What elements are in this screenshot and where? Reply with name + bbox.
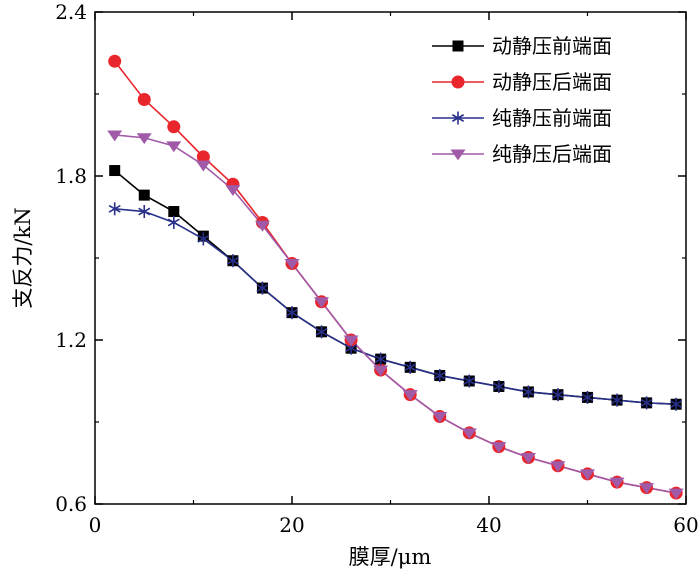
data-point	[461, 428, 477, 440]
data-point	[168, 206, 180, 218]
data-point	[109, 165, 121, 177]
data-point	[343, 335, 359, 347]
data-point	[670, 397, 683, 411]
axis-ticks: 0 20 40 60 0.6 1.2 1.8 2.4	[55, 0, 699, 537]
x-axis-label: 膜厚/μm	[349, 545, 432, 569]
x-tick-label: 20	[279, 513, 304, 537]
data-point	[314, 297, 330, 309]
data-point	[491, 442, 507, 453]
data-point	[256, 281, 269, 295]
data-point	[492, 379, 505, 393]
data-point	[196, 150, 210, 164]
data-point	[226, 254, 239, 268]
data-point	[197, 232, 210, 246]
data-point	[668, 488, 684, 500]
y-tick-label: 1.2	[55, 328, 87, 352]
legend-label: 纯静压后端面	[492, 142, 612, 166]
x-tick-label: 40	[476, 513, 501, 537]
data-point	[404, 360, 417, 374]
data-point	[108, 54, 122, 68]
data-point	[463, 374, 476, 388]
data-point	[609, 477, 625, 489]
data-point	[452, 40, 464, 52]
data-point	[315, 325, 328, 339]
y-tick-label: 1.8	[55, 164, 87, 188]
data-point	[522, 385, 535, 399]
data-point	[136, 133, 152, 145]
data-point	[167, 215, 180, 229]
data-point	[225, 185, 241, 197]
data-point	[373, 365, 389, 377]
data-point	[166, 141, 182, 153]
series-line	[114, 134, 677, 494]
x-tick-label: 0	[89, 513, 102, 537]
data-point	[285, 306, 299, 320]
legend-item: 动静压后端面	[432, 70, 612, 94]
legend-label: 纯静压前端面	[492, 106, 612, 130]
data-point	[550, 461, 566, 473]
data-point	[639, 483, 655, 494]
data-point	[581, 390, 594, 404]
legend-item: 纯静压前端面	[432, 106, 612, 130]
data-point	[167, 120, 181, 134]
data-point	[107, 130, 123, 142]
y-tick-label: 2.4	[55, 0, 87, 24]
data-point	[520, 453, 536, 464]
y-tick-label: 0.6	[55, 492, 87, 516]
legend-label: 动静压后端面	[492, 70, 612, 94]
data-point	[195, 160, 211, 172]
legend-item: 动静压前端面	[432, 34, 612, 58]
data-point	[551, 388, 564, 402]
data-point	[580, 469, 595, 481]
legend-item: 纯静压后端面	[432, 142, 612, 166]
data-point	[108, 202, 121, 216]
data-point	[254, 220, 270, 232]
legend-label: 动静压前端面	[492, 34, 612, 58]
series-line	[114, 169, 677, 406]
data-point	[402, 390, 418, 402]
data-point	[450, 149, 466, 161]
x-tick-label: 60	[673, 513, 698, 537]
y-axis-label: 支反力/kN	[11, 207, 35, 308]
data-point	[433, 369, 446, 383]
data-point	[138, 205, 151, 219]
data-point	[284, 258, 300, 270]
data-point	[138, 189, 150, 201]
data-point	[432, 412, 448, 423]
data-point	[611, 393, 624, 407]
data-point	[374, 352, 387, 366]
data-point	[451, 75, 465, 89]
data-point	[137, 92, 151, 106]
data-point	[451, 111, 465, 125]
series-markers	[107, 54, 684, 500]
data-point	[640, 396, 653, 410]
